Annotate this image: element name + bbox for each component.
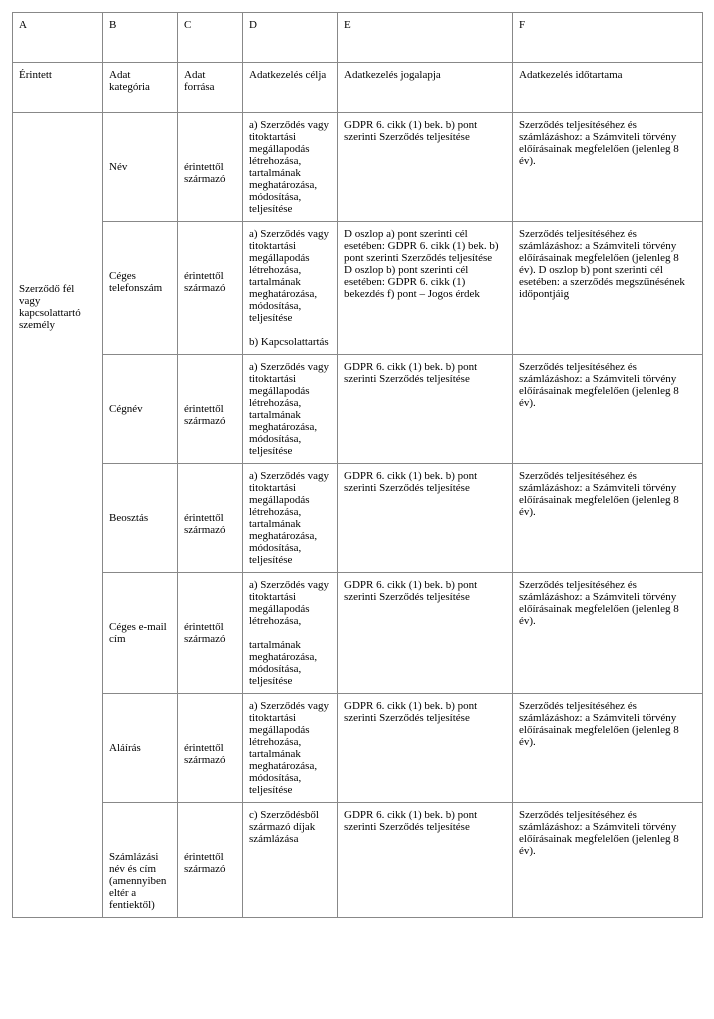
- cell-purpose: a) Szerződés vagy titoktartási megállapo…: [243, 222, 338, 355]
- cell-category: Számlázási név és cím (amennyiben eltér …: [103, 803, 178, 918]
- col-header: Adat forrása: [178, 63, 243, 113]
- data-processing-table: A B C D E F Érintett Adat kategória Adat…: [12, 12, 703, 918]
- cell-legal: GDPR 6. cikk (1) bek. b) pont szerinti S…: [338, 113, 513, 222]
- col-letter: A: [13, 13, 103, 63]
- table-header-row: Érintett Adat kategória Adat forrása Ada…: [13, 63, 703, 113]
- cell-legal: GDPR 6. cikk (1) bek. b) pont szerinti S…: [338, 464, 513, 573]
- cell-duration: Szerződés teljesítéséhez és számlázáshoz…: [513, 113, 703, 222]
- cell-legal: GDPR 6. cikk (1) bek. b) pont szerinti S…: [338, 694, 513, 803]
- cell-category: Céges e-mail cím: [103, 573, 178, 694]
- cell-purpose: a) Szerződés vagy titoktartási megállapo…: [243, 464, 338, 573]
- cell-category: Beosztás: [103, 464, 178, 573]
- table-row: Cégnév érintettől származó a) Szerződés …: [13, 355, 703, 464]
- cell-legal: GDPR 6. cikk (1) bek. b) pont szerinti S…: [338, 573, 513, 694]
- table-row: Beosztás érintettől származó a) Szerződé…: [13, 464, 703, 573]
- table-row: Számlázási név és cím (amennyiben eltér …: [13, 803, 703, 918]
- cell-purpose: a) Szerződés vagy titoktartási megállapo…: [243, 355, 338, 464]
- cell-duration: Szerződés teljesítéséhez és számlázáshoz…: [513, 355, 703, 464]
- cell-purpose: a) Szerződés vagy titoktartási megállapo…: [243, 694, 338, 803]
- cell-legal: D oszlop a) pont szerinti cél esetében: …: [338, 222, 513, 355]
- cell-category: Cégnév: [103, 355, 178, 464]
- cell-source: érintettől származó: [178, 464, 243, 573]
- table-row: Aláírás érintettől származó a) Szerződés…: [13, 694, 703, 803]
- cell-purpose: a) Szerződés vagy titoktartási megállapo…: [243, 113, 338, 222]
- rowgroup-label: Szerződő fél vagy kapcsolattartó személy: [13, 113, 103, 918]
- cell-category: Aláírás: [103, 694, 178, 803]
- cell-legal: GDPR 6. cikk (1) bek. b) pont szerinti S…: [338, 803, 513, 918]
- col-letter: D: [243, 13, 338, 63]
- cell-source: érintettől származó: [178, 573, 243, 694]
- cell-category: Név: [103, 113, 178, 222]
- col-letter: B: [103, 13, 178, 63]
- cell-source: érintettől származó: [178, 355, 243, 464]
- cell-duration: Szerződés teljesítéséhez és számlázáshoz…: [513, 464, 703, 573]
- cell-source: érintettől származó: [178, 803, 243, 918]
- col-letter: F: [513, 13, 703, 63]
- col-letter: E: [338, 13, 513, 63]
- cell-category: Céges telefonszám: [103, 222, 178, 355]
- cell-duration: Szerződés teljesítéséhez és számlázáshoz…: [513, 694, 703, 803]
- col-header: Adatkezelés jogalapja: [338, 63, 513, 113]
- cell-duration: Szerződés teljesítéséhez és számlázáshoz…: [513, 803, 703, 918]
- col-letter: C: [178, 13, 243, 63]
- cell-legal: GDPR 6. cikk (1) bek. b) pont szerinti S…: [338, 355, 513, 464]
- table-letter-row: A B C D E F: [13, 13, 703, 63]
- cell-purpose: c) Szerződésből származó díjak számlázás…: [243, 803, 338, 918]
- cell-source: érintettől származó: [178, 113, 243, 222]
- cell-duration: Szerződés teljesítéséhez és számlázáshoz…: [513, 573, 703, 694]
- table-body: A B C D E F Érintett Adat kategória Adat…: [13, 13, 703, 918]
- table-row: Céges e-mail cím érintettől származó a) …: [13, 573, 703, 694]
- cell-duration: Szerződés teljesítéséhez és számlázáshoz…: [513, 222, 703, 355]
- cell-purpose: a) Szerződés vagy titoktartási megállapo…: [243, 573, 338, 694]
- table-row: Szerződő fél vagy kapcsolattartó személy…: [13, 113, 703, 222]
- cell-source: érintettől származó: [178, 222, 243, 355]
- col-header: Adat kategória: [103, 63, 178, 113]
- col-header: Adatkezelés időtartama: [513, 63, 703, 113]
- cell-source: érintettől származó: [178, 694, 243, 803]
- table-row: Céges telefonszám érintettől származó a)…: [13, 222, 703, 355]
- col-header: Adatkezelés célja: [243, 63, 338, 113]
- col-header: Érintett: [13, 63, 103, 113]
